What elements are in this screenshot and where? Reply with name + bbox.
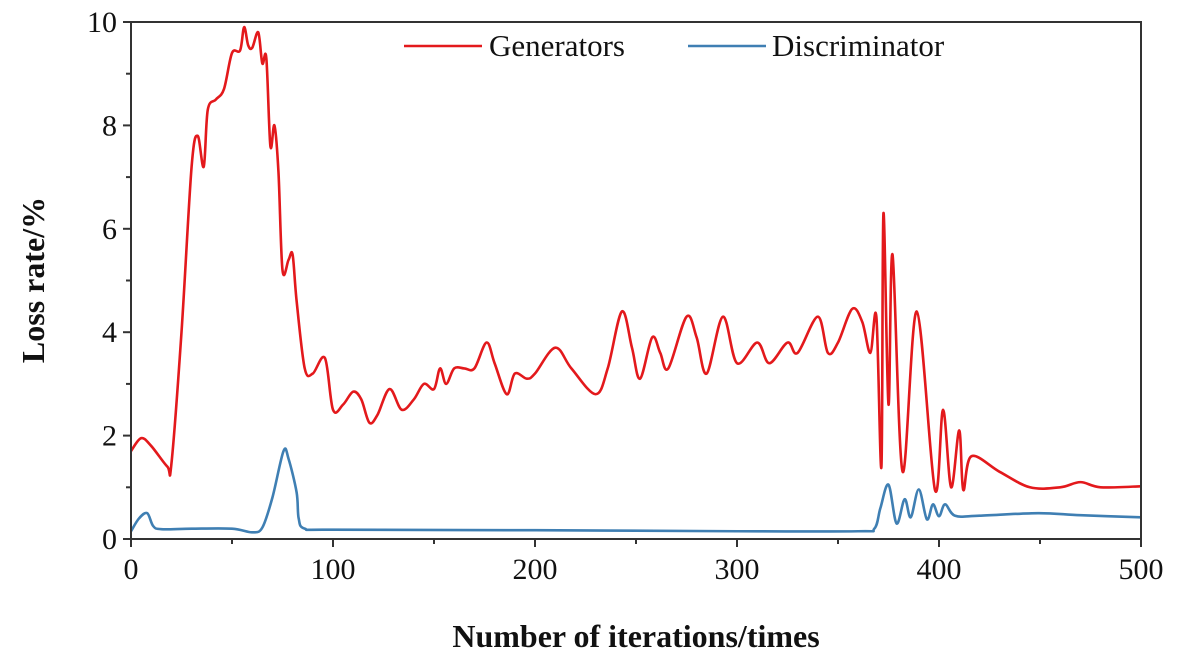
x-axis-title: Number of iterations/times — [452, 618, 819, 654]
series-layer — [129, 25, 1142, 534]
y-tick-label: 6 — [102, 213, 117, 246]
x-tick-label: 300 — [715, 553, 760, 586]
plot-frame — [130, 21, 1142, 540]
series-line-generators — [129, 25, 1142, 494]
x-tick-label: 500 — [1119, 553, 1164, 586]
y-tick-label: 4 — [102, 316, 117, 349]
x-tick-label: 400 — [917, 553, 962, 586]
series-line-discriminator — [129, 447, 1142, 534]
legend-label-generators: Generators — [489, 28, 625, 63]
x-tick-label: 0 — [124, 553, 139, 586]
y-tick-label: 8 — [102, 109, 117, 142]
legend: Generators Discriminator — [404, 28, 945, 63]
legend-label-discriminator: Discriminator — [772, 28, 945, 63]
y-tick-label: 2 — [102, 420, 117, 453]
y-tick-label: 0 — [102, 523, 117, 556]
y-axis-title: Loss rate/% — [15, 197, 51, 363]
x-tick-label: 200 — [513, 553, 558, 586]
x-tick-label: 100 — [311, 553, 356, 586]
y-tick-label: 10 — [87, 6, 117, 39]
ticks-layer: 0 100 200 300 400 500 0 2 4 6 8 10 — [87, 6, 1164, 586]
